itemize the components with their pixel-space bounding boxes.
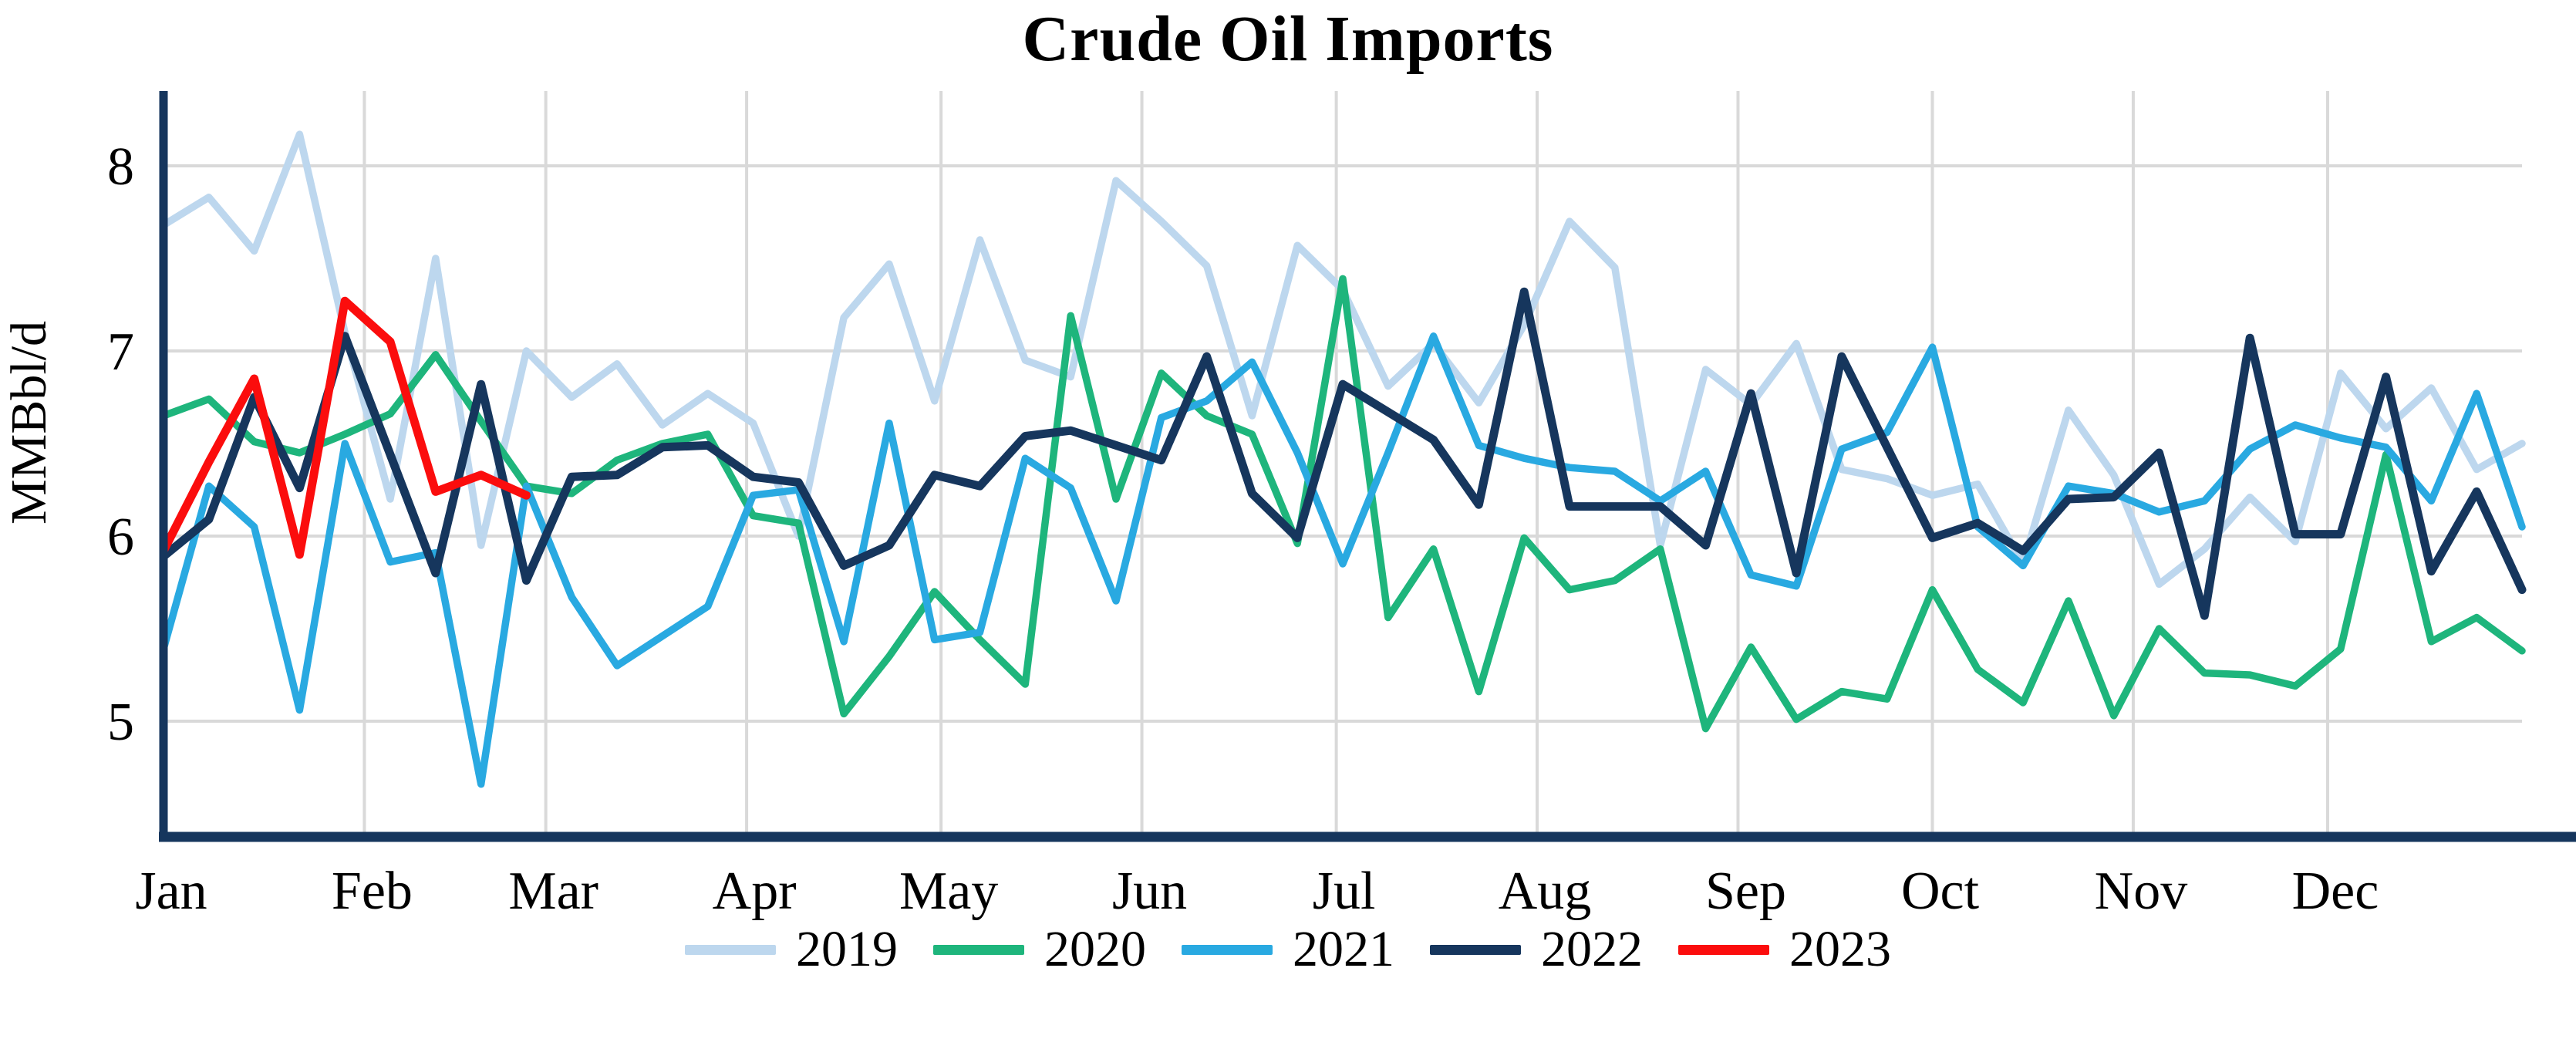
legend-item-2021[interactable]: 2021 — [1182, 924, 1394, 975]
y-tick-label-7: 7 — [107, 322, 134, 382]
y-tick-label-5: 5 — [107, 693, 134, 752]
x-tick-label-Jan: Jan — [135, 862, 207, 921]
series-lines — [159, 130, 2527, 788]
y-tick-label-8: 8 — [107, 137, 134, 197]
legend-label-2019: 2019 — [796, 921, 898, 977]
x-tick-label-Mar: Mar — [508, 862, 598, 921]
legend-swatch-2023 — [1678, 944, 1769, 955]
y-tick-label-6: 6 — [107, 508, 134, 567]
series-line-2023 — [159, 296, 531, 559]
legend-label-2020: 2020 — [1044, 921, 1146, 977]
x-tick-label-Apr: Apr — [713, 862, 797, 921]
series-line-2021 — [160, 332, 2526, 788]
x-tick-label-Feb: Feb — [332, 862, 413, 921]
x-tick-label-May: May — [899, 862, 998, 921]
x-tick-label-Nov: Nov — [2095, 862, 2188, 921]
legend-swatch-2022 — [1430, 944, 1521, 955]
chart-legend: 2019 2020 2021 2022 2023 — [0, 924, 2576, 975]
x-tick-label-Jul: Jul — [1313, 862, 1376, 921]
x-tick-label-Dec: Dec — [2292, 862, 2379, 921]
series-line-2022 — [159, 287, 2527, 620]
legend-item-2020[interactable]: 2020 — [933, 924, 1146, 975]
x-tick-label-Jun: Jun — [1112, 862, 1187, 921]
legend-swatch-2019 — [685, 944, 776, 955]
x-tick-label-Aug: Aug — [1499, 862, 1592, 921]
legend-label-2023: 2023 — [1789, 921, 1891, 977]
series-line-2020 — [160, 275, 2526, 733]
x-tick-label-Sep: Sep — [1705, 862, 1786, 921]
legend-label-2022: 2022 — [1541, 921, 1643, 977]
legend-label-2021: 2021 — [1293, 921, 1394, 977]
legend-item-2023[interactable]: 2023 — [1678, 924, 1891, 975]
gridlines — [164, 91, 2522, 837]
legend-swatch-2020 — [933, 944, 1024, 955]
axes — [159, 91, 2576, 842]
series-line-2019 — [160, 130, 2526, 589]
legend-swatch-2021 — [1182, 944, 1273, 955]
tick-labels: 5 6 7 8 Jan Feb Mar Apr May Jun Jul Aug Sep Oct Nov Dec — [107, 137, 2379, 921]
chart-title: Crude Oil Imports — [1022, 3, 1554, 75]
x-tick-label-Oct: Oct — [1901, 862, 1980, 921]
legend-item-2022[interactable]: 2022 — [1430, 924, 1643, 975]
legend-item-2019[interactable]: 2019 — [685, 924, 898, 975]
